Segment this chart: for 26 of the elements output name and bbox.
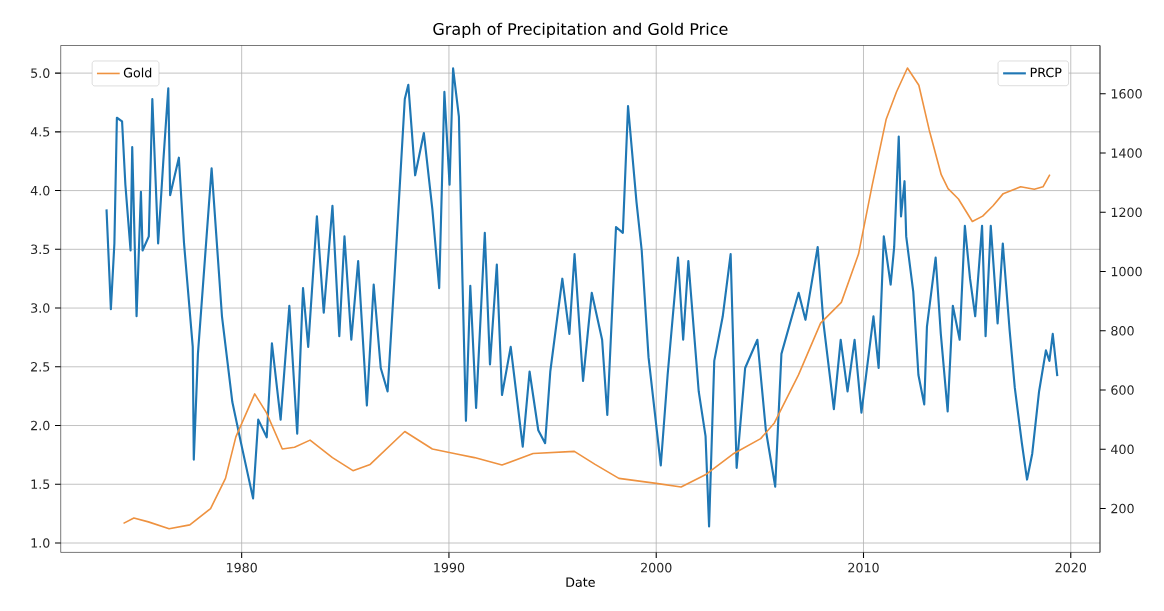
x-axis-title: Date <box>566 577 595 587</box>
y2-tick-label: 1200 <box>1111 207 1142 218</box>
y-tick-label: 5.0 <box>31 68 50 78</box>
y-tick-label: 1.0 <box>31 538 50 548</box>
chart-title: Graph of Precipitation and Gold Price <box>433 22 728 39</box>
y2-tick-label: 1400 <box>1111 148 1142 158</box>
x-tick-label: 1980 <box>226 562 257 573</box>
y2-tick-label: 200 <box>1111 503 1134 514</box>
legend-label: PRCP <box>1030 67 1062 78</box>
y-tick-label: 2.5 <box>31 361 50 372</box>
y2-tick-label: 800 <box>1111 326 1134 336</box>
y-tick-label: 2.0 <box>31 420 50 431</box>
y2-tick-label: 600 <box>1111 385 1134 395</box>
y2-tick-label: 1000 <box>1111 266 1142 277</box>
y-tick-label: 4.5 <box>30 127 50 137</box>
x-tick-label: 2010 <box>848 562 879 573</box>
y-tick-label: 1.5 <box>31 479 50 489</box>
y2-tick-label: 1600 <box>1111 88 1142 99</box>
legend-label: Gold <box>123 67 152 78</box>
y-tick-label: 3.5 <box>31 244 50 255</box>
y2-tick-label: 400 <box>1111 444 1134 455</box>
x-tick-label: 2000 <box>641 562 672 573</box>
y-tick-label: 3.0 <box>31 303 50 313</box>
y-tick-label: 4.0 <box>30 185 50 196</box>
x-tick-label: 1990 <box>434 562 465 573</box>
x-tick-label: 2020 <box>1055 562 1087 573</box>
